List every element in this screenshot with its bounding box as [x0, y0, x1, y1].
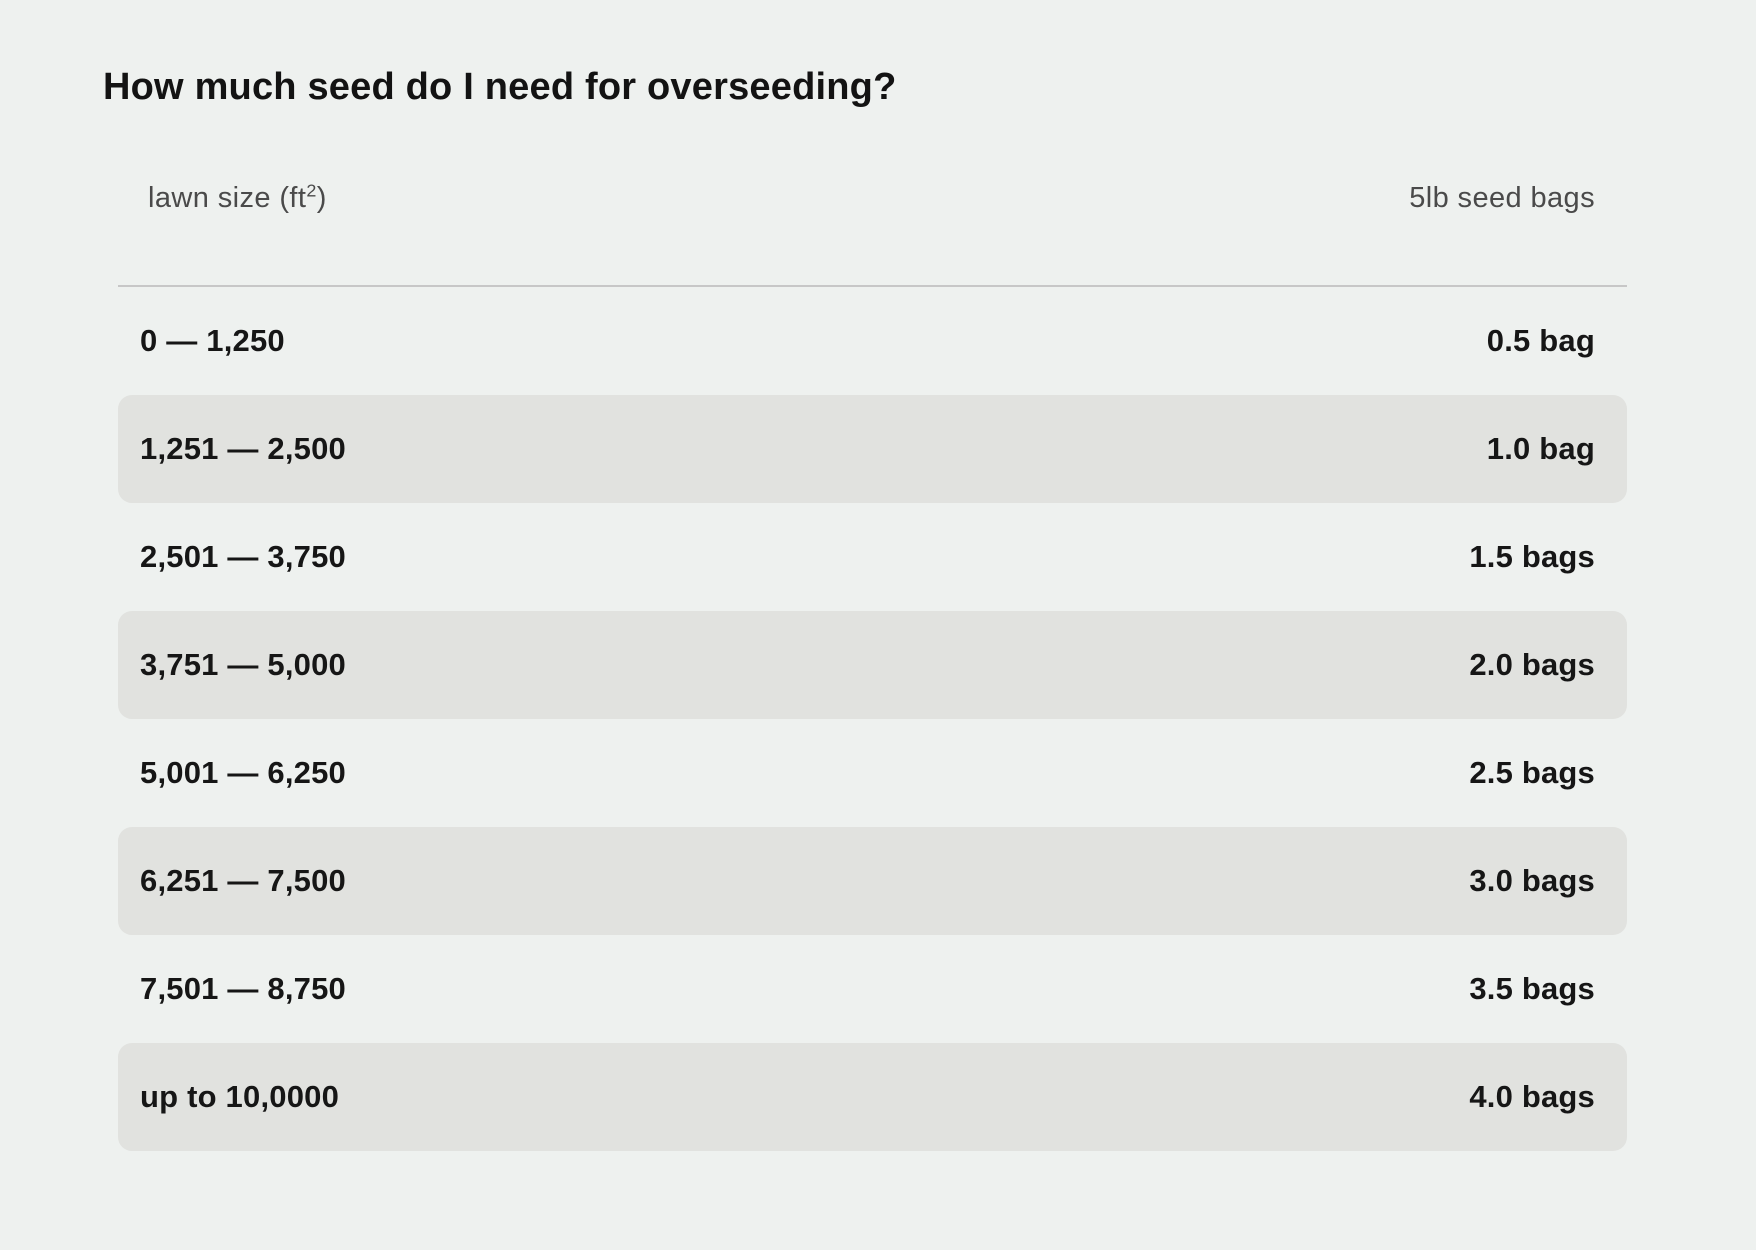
seed-bags-cell: 4.0 bags: [1469, 1079, 1595, 1114]
seed-bags-cell: 1.5 bags: [1469, 539, 1595, 574]
seed-table: lawn size (ft2) 5lb seed bags 0 — 1,250 …: [118, 180, 1627, 1151]
seed-bags-cell: 3.0 bags: [1469, 863, 1595, 898]
table-row: 2,501 — 3,750 1.5 bags: [118, 503, 1627, 611]
lawn-size-superscript: 2: [306, 180, 317, 201]
seed-bags-cell: 1.0 bag: [1486, 431, 1595, 466]
seed-bags-cell: 2.5 bags: [1469, 755, 1595, 790]
table-row: 1,251 — 2,500 1.0 bag: [118, 395, 1627, 503]
seed-bags-cell: 0.5 bag: [1486, 323, 1595, 358]
lawn-size-cell: 5,001 — 6,250: [140, 755, 346, 790]
lawn-size-label-suffix: ): [316, 182, 327, 214]
lawn-size-cell: 1,251 — 2,500: [140, 431, 346, 466]
lawn-size-cell: 0 — 1,250: [140, 323, 285, 358]
header-divider: [118, 285, 1627, 287]
table-row: 0 — 1,250 0.5 bag: [118, 287, 1627, 395]
seed-bags-cell: 2.0 bags: [1469, 647, 1595, 682]
seed-bags-cell: 3.5 bags: [1469, 971, 1595, 1006]
table-row: 5,001 — 6,250 2.5 bags: [118, 719, 1627, 827]
column-header-lawn-size: lawn size (ft2): [148, 180, 327, 216]
table-body: 0 — 1,250 0.5 bag 1,251 — 2,500 1.0 bag …: [118, 287, 1627, 1151]
table-row: up to 10,0000 4.0 bags: [118, 1043, 1627, 1151]
lawn-size-label-prefix: lawn size (ft: [148, 182, 307, 214]
lawn-size-cell: up to 10,0000: [140, 1079, 340, 1114]
table-row: 6,251 — 7,500 3.0 bags: [118, 827, 1627, 935]
lawn-size-cell: 3,751 — 5,000: [140, 647, 346, 682]
lawn-size-cell: 2,501 — 3,750: [140, 539, 346, 574]
table-row: 3,751 — 5,000 2.0 bags: [118, 611, 1627, 719]
lawn-size-cell: 6,251 — 7,500: [140, 863, 346, 898]
lawn-size-cell: 7,501 — 8,750: [140, 971, 346, 1006]
table-header-row: lawn size (ft2) 5lb seed bags: [118, 180, 1627, 216]
column-header-seed-bags: 5lb seed bags: [1409, 182, 1595, 214]
table-row: 7,501 — 8,750 3.5 bags: [118, 935, 1627, 1043]
page-title: How much seed do I need for overseeding?: [103, 66, 897, 108]
